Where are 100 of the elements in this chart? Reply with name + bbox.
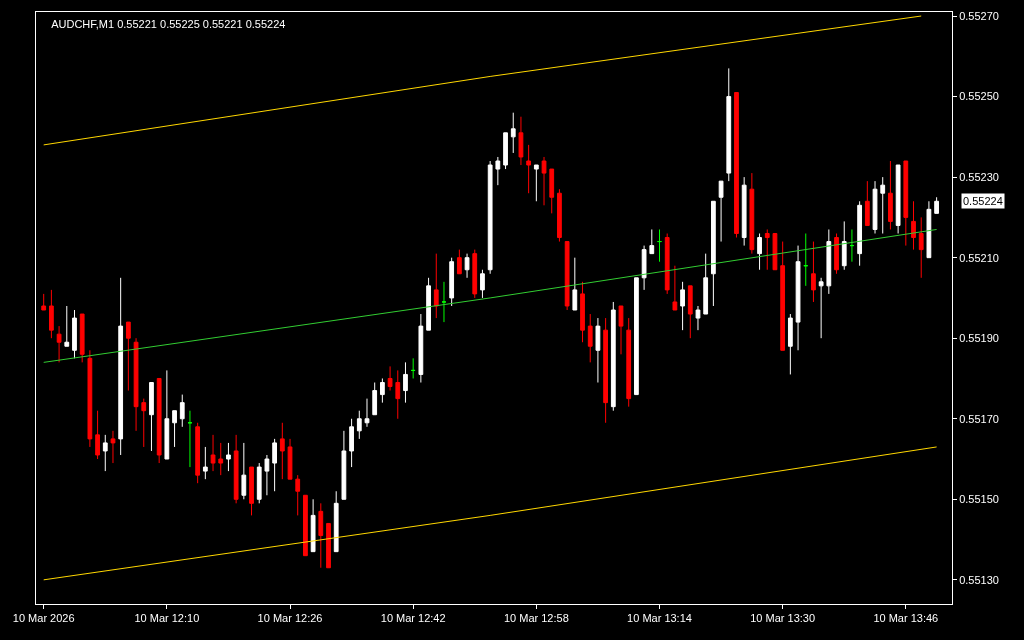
x-tick-label: 10 Mar 12:42 bbox=[380, 612, 446, 625]
candlestick bbox=[664, 233, 670, 295]
x-tick-label: 10 Mar 12:26 bbox=[257, 612, 323, 625]
candlestick bbox=[649, 228, 655, 255]
candlestick bbox=[718, 180, 724, 243]
candlestick bbox=[680, 281, 685, 331]
candlestick bbox=[826, 228, 832, 295]
candlestick bbox=[888, 160, 893, 230]
candlestick bbox=[857, 200, 863, 267]
candlestick bbox=[472, 249, 478, 299]
candlestick bbox=[141, 398, 147, 448]
candlestick bbox=[241, 442, 247, 500]
candlestick bbox=[741, 176, 747, 247]
candlestick bbox=[102, 434, 108, 472]
candlestick bbox=[811, 241, 816, 303]
candlestick bbox=[503, 132, 508, 170]
text: AUDCHF,M1 0.55221 0.55225 0.55221 0.55224 bbox=[51, 17, 286, 30]
candlestick bbox=[426, 277, 431, 331]
y-tick-label: 0.55150 bbox=[959, 493, 999, 506]
candlestick bbox=[757, 233, 762, 271]
candlestick bbox=[118, 277, 124, 456]
candlestick bbox=[710, 200, 716, 307]
candlestick bbox=[256, 462, 262, 504]
candlestick bbox=[495, 156, 501, 186]
candlestick bbox=[587, 313, 593, 363]
candlestick bbox=[610, 301, 616, 412]
annotation: 0.55224 bbox=[963, 195, 1003, 207]
candlestick bbox=[641, 245, 647, 291]
candlestick bbox=[79, 313, 85, 363]
candlestick bbox=[387, 365, 393, 392]
x-tick-label: 10 Mar 2026 bbox=[12, 612, 75, 625]
candlestick bbox=[864, 180, 870, 226]
candlestick bbox=[541, 156, 547, 206]
candlestick bbox=[518, 116, 524, 166]
y-tick-label: 0.55170 bbox=[959, 412, 999, 425]
candlestick bbox=[926, 200, 932, 259]
x-tick-label: 10 Mar 13:46 bbox=[873, 612, 939, 625]
candlestick bbox=[349, 418, 354, 468]
candlestick bbox=[272, 438, 278, 492]
candlestick bbox=[657, 228, 662, 263]
candlestick bbox=[341, 430, 347, 500]
x-tick-label: 10 Mar 12:10 bbox=[134, 612, 200, 625]
candlestick bbox=[226, 442, 231, 472]
candlestick bbox=[64, 305, 70, 347]
candlestick bbox=[380, 377, 385, 404]
candlestick bbox=[295, 474, 301, 516]
candlestick bbox=[218, 442, 224, 476]
candlestick bbox=[626, 317, 632, 408]
candlestick bbox=[580, 281, 585, 343]
candlestick bbox=[326, 522, 331, 569]
candlestick bbox=[911, 200, 916, 251]
candlestick bbox=[803, 233, 809, 287]
candlestick bbox=[764, 228, 770, 271]
x-tick-label: 10 Mar 13:14 bbox=[627, 612, 692, 625]
candlestick bbox=[156, 377, 162, 464]
candlestick bbox=[895, 164, 901, 234]
candlestick bbox=[918, 216, 924, 279]
candlestick bbox=[418, 313, 424, 383]
candlestick bbox=[672, 265, 678, 311]
candlestick bbox=[310, 498, 316, 553]
candlestick bbox=[780, 241, 786, 351]
x-tick-label: 10 Mar 13:30 bbox=[750, 612, 816, 625]
candlestick bbox=[133, 337, 139, 432]
candlestick bbox=[449, 257, 455, 307]
candlestick bbox=[480, 269, 485, 299]
candlestick bbox=[557, 188, 562, 243]
candlestick bbox=[249, 466, 254, 516]
y-tick-label: 0.55270 bbox=[959, 9, 999, 22]
candlestick bbox=[903, 160, 909, 247]
candlestick bbox=[410, 357, 416, 379]
candlestick bbox=[634, 277, 639, 396]
candlestick bbox=[572, 257, 578, 311]
candlestick bbox=[287, 438, 293, 480]
candlestick bbox=[149, 382, 154, 452]
candlestick bbox=[734, 92, 739, 239]
candlestick bbox=[202, 446, 208, 480]
candlestick bbox=[934, 196, 939, 214]
y-tick-label: 0.55190 bbox=[959, 332, 999, 345]
candlestick bbox=[564, 241, 570, 311]
candlestick bbox=[456, 249, 462, 275]
candlestick bbox=[834, 233, 839, 275]
candlestick bbox=[56, 325, 62, 363]
candlestick bbox=[364, 398, 370, 428]
candlestick bbox=[787, 313, 793, 375]
candlestick bbox=[372, 382, 378, 416]
candlestick bbox=[687, 285, 693, 339]
candlestick bbox=[872, 180, 878, 234]
y-tick-label: 0.55230 bbox=[959, 170, 999, 183]
candlestick bbox=[233, 434, 239, 504]
candlestick bbox=[849, 228, 855, 263]
y-tick-label: 0.55130 bbox=[959, 573, 999, 586]
candlestick bbox=[749, 172, 755, 255]
candlestick bbox=[703, 253, 709, 315]
candlestick bbox=[41, 293, 47, 311]
candlestick bbox=[279, 422, 285, 480]
candlestick bbox=[818, 277, 824, 339]
candlestick bbox=[549, 168, 555, 214]
candlestick bbox=[172, 410, 177, 448]
candlestick bbox=[603, 317, 608, 424]
candlestick bbox=[72, 309, 77, 359]
